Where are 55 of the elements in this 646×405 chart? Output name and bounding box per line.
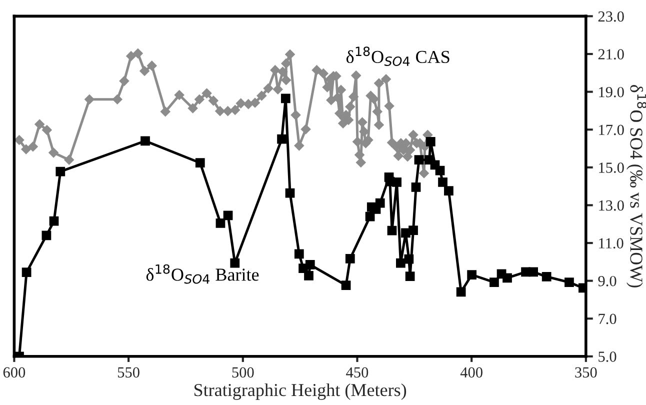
series-label: δ$^{18}$O$_{SO4}$ CAS <box>346 46 450 66</box>
point <box>456 287 466 297</box>
point <box>392 177 402 187</box>
point <box>564 278 574 287</box>
x-tick-label: 600 <box>3 367 26 378</box>
point <box>387 226 397 236</box>
point <box>280 94 290 104</box>
point <box>404 254 414 264</box>
x-tick-label: 350 <box>575 367 597 378</box>
point <box>230 258 240 268</box>
point <box>467 270 476 280</box>
point <box>405 272 415 281</box>
y-tick-label: 23.0 <box>598 11 624 22</box>
y-tick-label: 7.0 <box>598 314 616 324</box>
point <box>502 273 512 283</box>
point <box>216 218 226 228</box>
point <box>22 268 32 277</box>
x-axis-title: Stratigraphic Height (Meters) <box>194 383 406 400</box>
x-tick-label: 500 <box>232 367 254 378</box>
y-tick-label: 5.0 <box>598 352 616 362</box>
point <box>414 155 424 165</box>
x-tick-label: 400 <box>460 367 482 378</box>
point <box>411 182 421 192</box>
y-tick-label: 21.0 <box>598 49 624 60</box>
point <box>542 272 552 282</box>
point <box>341 280 351 290</box>
x-tick-label: 450 <box>346 367 368 378</box>
y-tick-label: 19.0 <box>599 86 624 98</box>
point <box>426 137 436 146</box>
y-tick-label: 17.0 <box>599 124 624 136</box>
y-tick-label: 13.0 <box>599 200 624 211</box>
point <box>294 249 304 259</box>
point <box>408 226 418 236</box>
point <box>490 278 499 287</box>
point <box>223 210 233 220</box>
point <box>528 267 538 277</box>
point <box>305 260 315 270</box>
point <box>56 166 66 176</box>
point <box>285 188 295 198</box>
point <box>42 230 52 240</box>
point <box>277 134 286 144</box>
point <box>49 216 59 226</box>
point <box>345 254 355 264</box>
point <box>435 166 445 176</box>
y-tick-label: 11.0 <box>599 238 624 249</box>
point <box>195 158 205 168</box>
point <box>375 198 385 208</box>
point <box>140 136 150 146</box>
y-tick-label: 9.0 <box>598 276 616 286</box>
series-label: δ$^{18}$O$_{SO4}$ Barite <box>146 264 259 284</box>
point <box>444 186 454 196</box>
x-tick-label: 550 <box>118 367 140 378</box>
point <box>438 177 448 187</box>
point <box>304 271 314 280</box>
y-tick-label: 15.0 <box>599 162 624 173</box>
